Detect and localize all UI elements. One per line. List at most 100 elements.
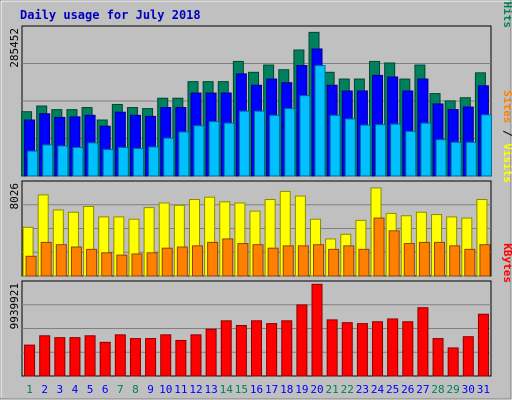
day-label-7: 7 [117, 383, 124, 396]
bar-sites-day-20 [313, 244, 325, 277]
day-label-21: 21 [326, 383, 339, 396]
bar-pages-day-16 [254, 110, 265, 177]
bar-kbytes-day-16 [251, 320, 262, 377]
bar-sites-day-29 [449, 245, 461, 277]
bar-pages-day-26 [405, 130, 417, 177]
bar-pages-day-4 [72, 146, 84, 177]
day-label-31: 31 [477, 383, 490, 396]
bar-kbytes-day-7 [114, 334, 126, 377]
day-label-3: 3 [57, 383, 64, 396]
day-label-18: 18 [280, 383, 293, 396]
day-label-16: 16 [250, 383, 263, 396]
bar-pages-day-18 [284, 108, 296, 177]
bar-kbytes-day-2 [39, 335, 51, 377]
day-label-8: 8 [132, 383, 139, 396]
chart-title: Daily usage for July 2018 [20, 8, 201, 22]
day-label-11: 11 [174, 383, 187, 396]
bar-sites-day-6 [101, 252, 113, 277]
bar-sites-day-27 [418, 241, 430, 277]
bar-pages-day-2 [42, 144, 54, 177]
panel-kbytes: 9939921 KBytes [8, 243, 512, 377]
day-label-20: 20 [310, 383, 323, 396]
bar-kbytes-day-9 [145, 338, 157, 377]
bar-pages-day-22 [344, 118, 356, 177]
bar-sites-day-24 [373, 217, 385, 277]
bar-kbytes-day-30 [462, 336, 474, 377]
series-label-separator: / [501, 0, 512, 2]
bar-sites-day-10 [161, 247, 173, 277]
day-label-25: 25 [386, 383, 399, 396]
bar-pages-day-3 [57, 145, 69, 177]
bar-kbytes-day-1 [24, 344, 36, 377]
bar-sites-day-26 [403, 243, 415, 277]
bar-kbytes-day-12 [190, 334, 202, 377]
bar-pages-day-10 [163, 137, 175, 177]
bar-kbytes-day-11 [175, 339, 187, 377]
bar-kbytes-day-19 [296, 304, 308, 377]
bar-kbytes-day-10 [160, 334, 172, 377]
bar-pages-day-13 [208, 121, 220, 177]
panel-visits-sites: 8026 Sites / Visits [8, 90, 512, 277]
bar-pages-day-8 [132, 148, 144, 177]
bar-sites-day-9 [146, 252, 158, 277]
panels-group: 285452 Pages / Files / Hits 8026 Sites / Vi… [8, 0, 512, 377]
bar-pages-day-23 [359, 124, 371, 177]
day-label-23: 23 [356, 383, 369, 396]
bar-pages-day-30 [465, 141, 477, 177]
bar-sites-day-14 [222, 238, 234, 277]
bar-pages-day-29 [450, 141, 462, 177]
bar-sites-day-4 [70, 246, 82, 277]
bar-sites-day-23 [358, 248, 370, 277]
bar-kbytes-day-29 [447, 347, 459, 377]
day-label-6: 6 [102, 383, 109, 396]
day-label-19: 19 [295, 383, 308, 396]
day-label-14: 14 [220, 383, 234, 396]
bar-pages-day-17 [269, 114, 281, 177]
bar-sites-day-25 [388, 230, 400, 277]
bar-kbytes-day-28 [432, 338, 444, 377]
bar-sites-day-19 [297, 245, 309, 277]
series-label: Sites / Visits [501, 90, 512, 183]
bar-sites-day-5 [86, 248, 98, 277]
series-label-separator: / [501, 123, 512, 143]
bar-kbytes-day-17 [266, 323, 278, 377]
bar-kbytes-day-24 [372, 321, 384, 377]
bar-sites-day-21 [328, 248, 340, 277]
bar-pages-day-11 [178, 131, 190, 177]
bar-kbytes-day-5 [84, 335, 96, 377]
bar-kbytes-day-26 [402, 321, 414, 377]
bar-pages-day-7 [117, 146, 129, 177]
bar-sites-day-7 [116, 254, 128, 277]
day-label-26: 26 [401, 383, 414, 396]
day-label-24: 24 [371, 383, 385, 396]
series-label: Pages / Files / Hits [501, 0, 512, 28]
day-label-13: 13 [204, 383, 217, 396]
bar-sites-day-11 [176, 246, 188, 277]
day-label-10: 10 [159, 383, 172, 396]
series-label-kbytes: KBytes [501, 243, 512, 283]
series-label-visits: Visits [501, 143, 512, 183]
bar-pages-day-25 [390, 123, 402, 177]
bar-pages-day-21 [329, 114, 341, 177]
day-label-1: 1 [26, 383, 33, 396]
bar-kbytes-day-4 [69, 337, 81, 377]
bar-sites-day-22 [343, 245, 355, 277]
day-label-27: 27 [416, 383, 429, 396]
day-label-30: 30 [462, 383, 475, 396]
ymax-label: 9939921 [8, 283, 21, 329]
bar-sites-day-18 [282, 245, 294, 277]
bar-pages-day-31 [480, 114, 492, 177]
bar-pages-day-14 [223, 122, 235, 177]
bar-kbytes-day-3 [54, 337, 66, 377]
bar-pages-day-1 [27, 150, 39, 177]
day-label-4: 4 [72, 383, 79, 396]
bar-kbytes-day-27 [417, 307, 429, 377]
day-label-12: 12 [189, 383, 202, 396]
bar-pages-day-28 [435, 139, 447, 177]
day-label-17: 17 [265, 383, 278, 396]
day-label-29: 29 [447, 383, 460, 396]
bar-sites-day-2 [40, 241, 52, 277]
bar-sites-day-13 [207, 241, 219, 277]
bar-pages-day-5 [87, 142, 99, 177]
